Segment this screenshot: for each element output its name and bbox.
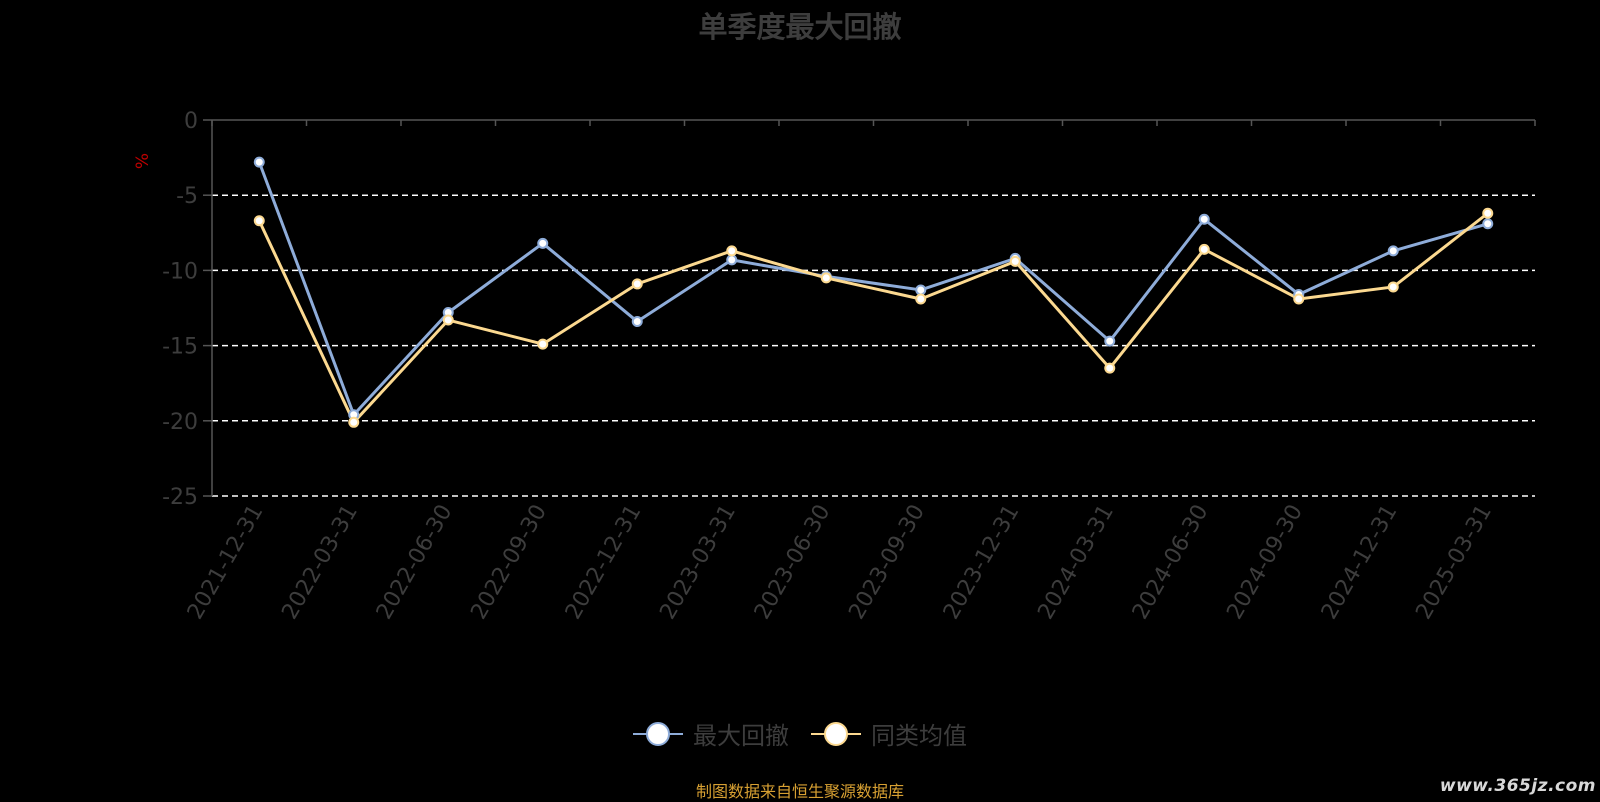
- data-point-0[interactable]: [537, 237, 549, 249]
- x-tick-label: 2022-09-30: [466, 501, 552, 624]
- y-tick-label: -10: [162, 259, 198, 284]
- data-point-1[interactable]: [442, 314, 454, 326]
- series-lines: [253, 156, 1494, 428]
- y-axis-unit: %: [133, 153, 153, 169]
- legend-item-peer-average[interactable]: 同类均值: [811, 716, 967, 751]
- data-point-1[interactable]: [1293, 293, 1305, 305]
- data-point-1[interactable]: [348, 416, 360, 428]
- data-point-0[interactable]: [1198, 213, 1210, 225]
- data-point-0[interactable]: [915, 284, 927, 296]
- data-point-1[interactable]: [253, 215, 265, 227]
- data-point-1[interactable]: [820, 272, 832, 284]
- y-tick-label: -25: [162, 485, 198, 510]
- watermark: www.365jz.com: [1439, 776, 1596, 796]
- y-tick-label: 0: [184, 109, 198, 134]
- series-line-0: [257, 161, 1489, 417]
- x-tick-label: 2023-06-30: [750, 501, 836, 624]
- x-tick-label: 2022-06-30: [372, 501, 458, 624]
- x-tick-label: 2023-03-31: [655, 501, 741, 624]
- legend-item-max-drawdown[interactable]: 最大回撤: [633, 716, 789, 751]
- data-point-0[interactable]: [726, 254, 738, 266]
- data-point-0[interactable]: [631, 316, 643, 328]
- y-tick-label: -20: [162, 410, 198, 435]
- y-tick-label: -5: [176, 184, 198, 209]
- data-point-0[interactable]: [1104, 335, 1116, 347]
- data-point-0[interactable]: [1387, 245, 1399, 257]
- x-tick-label: 2024-12-31: [1317, 501, 1403, 624]
- x-tick-label: 2023-09-30: [844, 501, 930, 624]
- x-tick-label: 2024-06-30: [1128, 501, 1214, 624]
- data-point-0[interactable]: [253, 156, 265, 168]
- legend-label: 最大回撤: [693, 722, 789, 750]
- legend-marker-icon: [633, 719, 683, 749]
- x-tick-label: 2024-09-30: [1222, 501, 1308, 624]
- data-point-0[interactable]: [1482, 218, 1494, 230]
- legend: 最大回撤 同类均值: [0, 716, 1600, 751]
- data-point-1[interactable]: [631, 278, 643, 290]
- data-point-1[interactable]: [537, 338, 549, 350]
- data-point-1[interactable]: [1104, 362, 1116, 374]
- data-source-note: 制图数据来自恒生聚源数据库: [695, 782, 904, 801]
- data-point-1[interactable]: [1482, 207, 1494, 219]
- y-tick-label: -15: [162, 335, 198, 360]
- series-line-1: [257, 212, 1489, 424]
- x-tick-label: 2021-12-31: [183, 501, 269, 624]
- data-point-1[interactable]: [915, 293, 927, 305]
- legend-marker-icon: [811, 719, 861, 749]
- legend-label: 同类均值: [871, 722, 967, 750]
- data-point-1[interactable]: [1009, 255, 1021, 267]
- grid-lines: [212, 194, 1535, 497]
- data-point-1[interactable]: [726, 245, 738, 257]
- data-point-1[interactable]: [1198, 243, 1210, 255]
- x-tick-label: 2024-03-31: [1033, 501, 1119, 624]
- chart-title: 单季度最大回撤: [698, 10, 902, 44]
- x-tick-label: 2022-12-31: [561, 501, 647, 624]
- x-tick-label: 2022-03-31: [277, 501, 363, 624]
- x-tick-label: 2025-03-31: [1411, 501, 1497, 624]
- data-point-1[interactable]: [1387, 281, 1399, 293]
- x-tick-label: 2023-12-31: [939, 501, 1025, 624]
